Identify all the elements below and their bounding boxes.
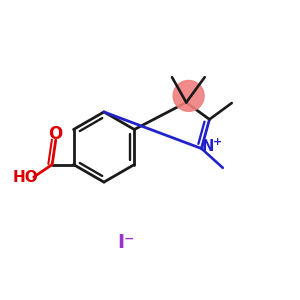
Text: I⁻: I⁻: [118, 232, 135, 252]
Text: O: O: [49, 125, 63, 143]
Circle shape: [173, 80, 204, 111]
Text: HO: HO: [13, 169, 38, 184]
Text: +: +: [213, 137, 222, 147]
Text: N: N: [201, 139, 214, 154]
